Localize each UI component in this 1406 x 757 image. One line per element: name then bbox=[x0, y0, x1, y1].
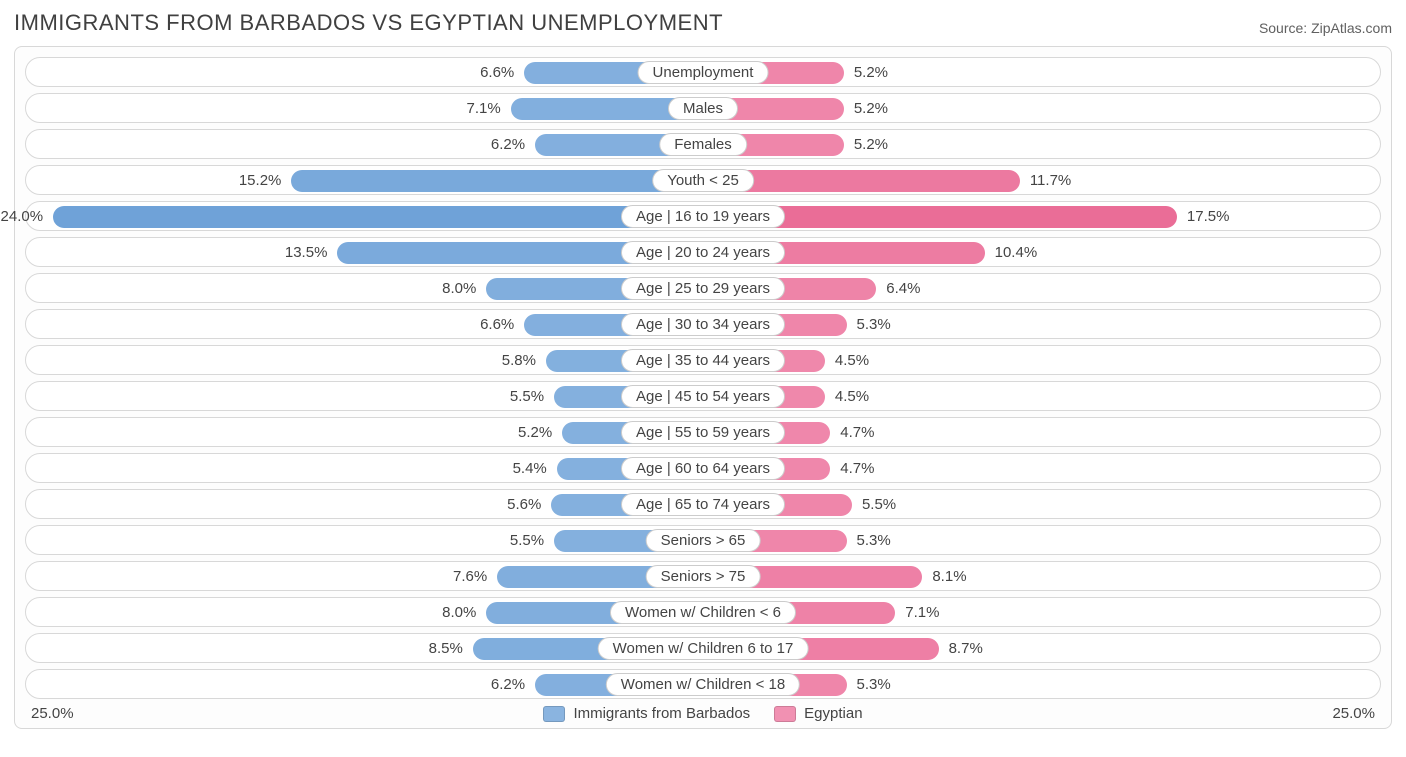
category-label: Age | 60 to 64 years bbox=[621, 457, 785, 480]
value-label-right: 7.1% bbox=[905, 598, 939, 628]
bar-row: 8.0% 7.1% Women w/ Children < 6 bbox=[25, 597, 1381, 627]
value-label-right: 6.4% bbox=[886, 274, 920, 304]
bar-row: 5.4% 4.7% Age | 60 to 64 years bbox=[25, 453, 1381, 483]
value-label-left: 24.0% bbox=[1, 202, 44, 232]
value-label-right: 5.2% bbox=[854, 130, 888, 160]
source-prefix: Source: bbox=[1259, 20, 1311, 36]
bar-row: 7.6% 8.1% Seniors > 75 bbox=[25, 561, 1381, 591]
value-label-left: 13.5% bbox=[285, 238, 328, 268]
category-label: Youth < 25 bbox=[652, 169, 754, 192]
category-label: Age | 55 to 59 years bbox=[621, 421, 785, 444]
value-label-left: 15.2% bbox=[239, 166, 282, 196]
value-label-right: 5.2% bbox=[854, 58, 888, 88]
category-label: Females bbox=[659, 133, 747, 156]
value-label-left: 5.5% bbox=[510, 382, 544, 412]
value-label-left: 6.6% bbox=[480, 58, 514, 88]
legend-item-right: Egyptian bbox=[774, 705, 862, 722]
category-label: Women w/ Children < 6 bbox=[610, 601, 796, 624]
value-label-left: 5.8% bbox=[502, 346, 536, 376]
value-label-right: 4.7% bbox=[840, 418, 874, 448]
value-label-left: 8.0% bbox=[442, 598, 476, 628]
category-label: Age | 65 to 74 years bbox=[621, 493, 785, 516]
value-label-right: 4.5% bbox=[835, 346, 869, 376]
value-label-right: 4.7% bbox=[840, 454, 874, 484]
bar-row: 5.8% 4.5% Age | 35 to 44 years bbox=[25, 345, 1381, 375]
source-name: ZipAtlas.com bbox=[1311, 20, 1392, 36]
value-label-left: 6.2% bbox=[491, 130, 525, 160]
value-label-right: 5.3% bbox=[857, 526, 891, 556]
category-label: Women w/ Children 6 to 17 bbox=[598, 637, 809, 660]
legend-label-right: Egyptian bbox=[804, 705, 862, 722]
value-label-right: 5.3% bbox=[857, 310, 891, 340]
value-label-left: 8.5% bbox=[429, 634, 463, 664]
bar-row: 7.1% 5.2% Males bbox=[25, 93, 1381, 123]
value-label-left: 6.6% bbox=[480, 310, 514, 340]
bar-row: 8.0% 6.4% Age | 25 to 29 years bbox=[25, 273, 1381, 303]
chart-area: 6.6% 5.2% Unemployment 7.1% 5.2% Males 6.2% 5.2… bbox=[14, 46, 1392, 729]
value-label-right: 8.1% bbox=[932, 562, 966, 592]
legend-swatch-left bbox=[543, 706, 565, 722]
bar-row: 5.6% 5.5% Age | 65 to 74 years bbox=[25, 489, 1381, 519]
legend-swatch-right bbox=[774, 706, 796, 722]
chart-footer: 25.0% Immigrants from Barbados Egyptian … bbox=[25, 705, 1381, 722]
value-label-left: 8.0% bbox=[442, 274, 476, 304]
value-label-left: 5.5% bbox=[510, 526, 544, 556]
value-label-left: 5.6% bbox=[507, 490, 541, 520]
value-label-right: 10.4% bbox=[995, 238, 1038, 268]
value-label-left: 5.4% bbox=[513, 454, 547, 484]
bar-row: 5.5% 4.5% Age | 45 to 54 years bbox=[25, 381, 1381, 411]
bar-row: 24.0%17.5%Age | 16 to 19 years bbox=[25, 201, 1381, 231]
bar-left bbox=[291, 170, 703, 192]
value-label-right: 5.2% bbox=[854, 94, 888, 124]
axis-right-max: 25.0% bbox=[1332, 705, 1375, 722]
legend-item-left: Immigrants from Barbados bbox=[543, 705, 750, 722]
axis-left-max: 25.0% bbox=[31, 705, 74, 722]
chart-container: IMMIGRANTS FROM BARBADOS VS EGYPTIAN UNE… bbox=[0, 0, 1406, 743]
bar-row: 5.2% 4.7% Age | 55 to 59 years bbox=[25, 417, 1381, 447]
value-label-right: 5.5% bbox=[862, 490, 896, 520]
chart-title: IMMIGRANTS FROM BARBADOS VS EGYPTIAN UNE… bbox=[14, 10, 723, 36]
category-label: Women w/ Children < 18 bbox=[606, 673, 800, 696]
bar-row: 5.5% 5.3% Seniors > 65 bbox=[25, 525, 1381, 555]
value-label-left: 7.6% bbox=[453, 562, 487, 592]
value-label-left: 7.1% bbox=[467, 94, 501, 124]
category-label: Age | 25 to 29 years bbox=[621, 277, 785, 300]
category-label: Age | 16 to 19 years bbox=[621, 205, 785, 228]
value-label-right: 17.5% bbox=[1187, 202, 1230, 232]
bar-row: 8.5% 8.7% Women w/ Children 6 to 17 bbox=[25, 633, 1381, 663]
value-label-left: 5.2% bbox=[518, 418, 552, 448]
bar-row: 6.6% 5.3% Age | 30 to 34 years bbox=[25, 309, 1381, 339]
bar-row: 6.2% 5.3% Women w/ Children < 18 bbox=[25, 669, 1381, 699]
bar-left bbox=[53, 206, 703, 228]
category-label: Age | 35 to 44 years bbox=[621, 349, 785, 372]
bar-row: 13.5% 10.4% Age | 20 to 24 years bbox=[25, 237, 1381, 267]
category-label: Males bbox=[668, 97, 738, 120]
legend: Immigrants from Barbados Egyptian bbox=[543, 705, 862, 722]
legend-label-left: Immigrants from Barbados bbox=[573, 705, 750, 722]
value-label-left: 6.2% bbox=[491, 670, 525, 700]
source-attribution: Source: ZipAtlas.com bbox=[1259, 20, 1392, 36]
category-label: Seniors > 65 bbox=[646, 529, 761, 552]
value-label-right: 4.5% bbox=[835, 382, 869, 412]
category-label: Age | 30 to 34 years bbox=[621, 313, 785, 336]
bar-row: 6.6% 5.2% Unemployment bbox=[25, 57, 1381, 87]
value-label-right: 11.7% bbox=[1030, 166, 1071, 196]
bar-row: 6.2% 5.2% Females bbox=[25, 129, 1381, 159]
value-label-right: 5.3% bbox=[857, 670, 891, 700]
bar-row: 15.2% 11.7% Youth < 25 bbox=[25, 165, 1381, 195]
category-label: Seniors > 75 bbox=[646, 565, 761, 588]
header: IMMIGRANTS FROM BARBADOS VS EGYPTIAN UNE… bbox=[14, 10, 1392, 36]
category-label: Unemployment bbox=[638, 61, 769, 84]
value-label-right: 8.7% bbox=[949, 634, 983, 664]
category-label: Age | 20 to 24 years bbox=[621, 241, 785, 264]
category-label: Age | 45 to 54 years bbox=[621, 385, 785, 408]
